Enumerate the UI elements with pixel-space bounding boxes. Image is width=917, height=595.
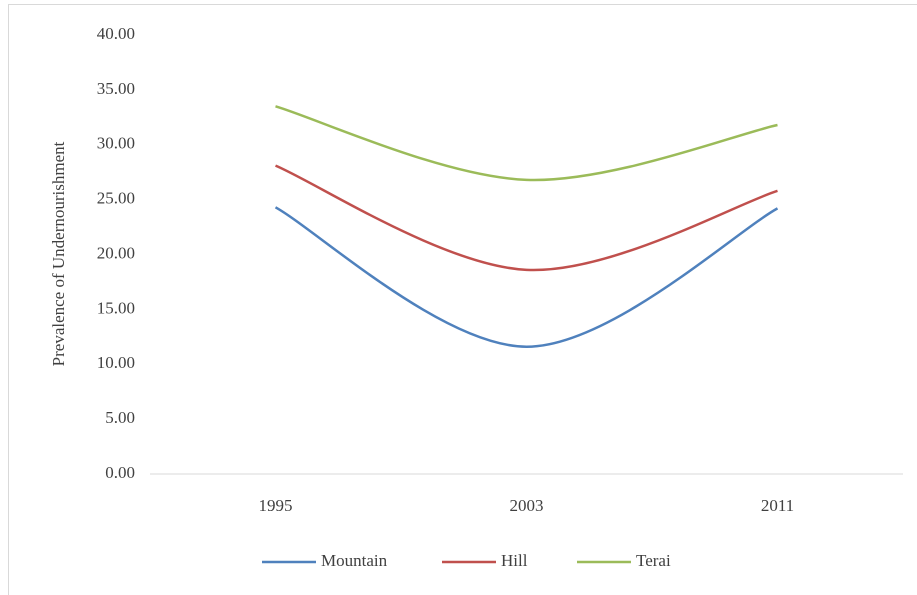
series-line [275,164,778,272]
legend-label: Hill [501,551,528,570]
y-tick-label: 10.00 [97,353,135,372]
x-tick-label: 2003 [510,496,544,515]
x-tick-label: 2011 [761,496,794,515]
y-tick-label: 15.00 [97,298,135,317]
series-line [274,206,779,348]
y-tick-label: 0.00 [105,463,135,482]
y-tick-label: 20.00 [97,243,135,262]
series-line [275,105,778,182]
y-tick-label: 30.00 [97,134,135,153]
legend-label: Terai [636,551,671,570]
y-tick-label: 5.00 [105,408,135,427]
y-tick-label: 40.00 [97,24,135,43]
y-axis-label: Prevalence of Undernourishment [49,141,68,366]
legend-label: Mountain [321,551,388,570]
chart-frame [8,4,917,595]
y-tick-label: 35.00 [97,79,135,98]
x-tick-label: 1995 [259,496,293,515]
y-tick-label: 25.00 [97,189,135,208]
